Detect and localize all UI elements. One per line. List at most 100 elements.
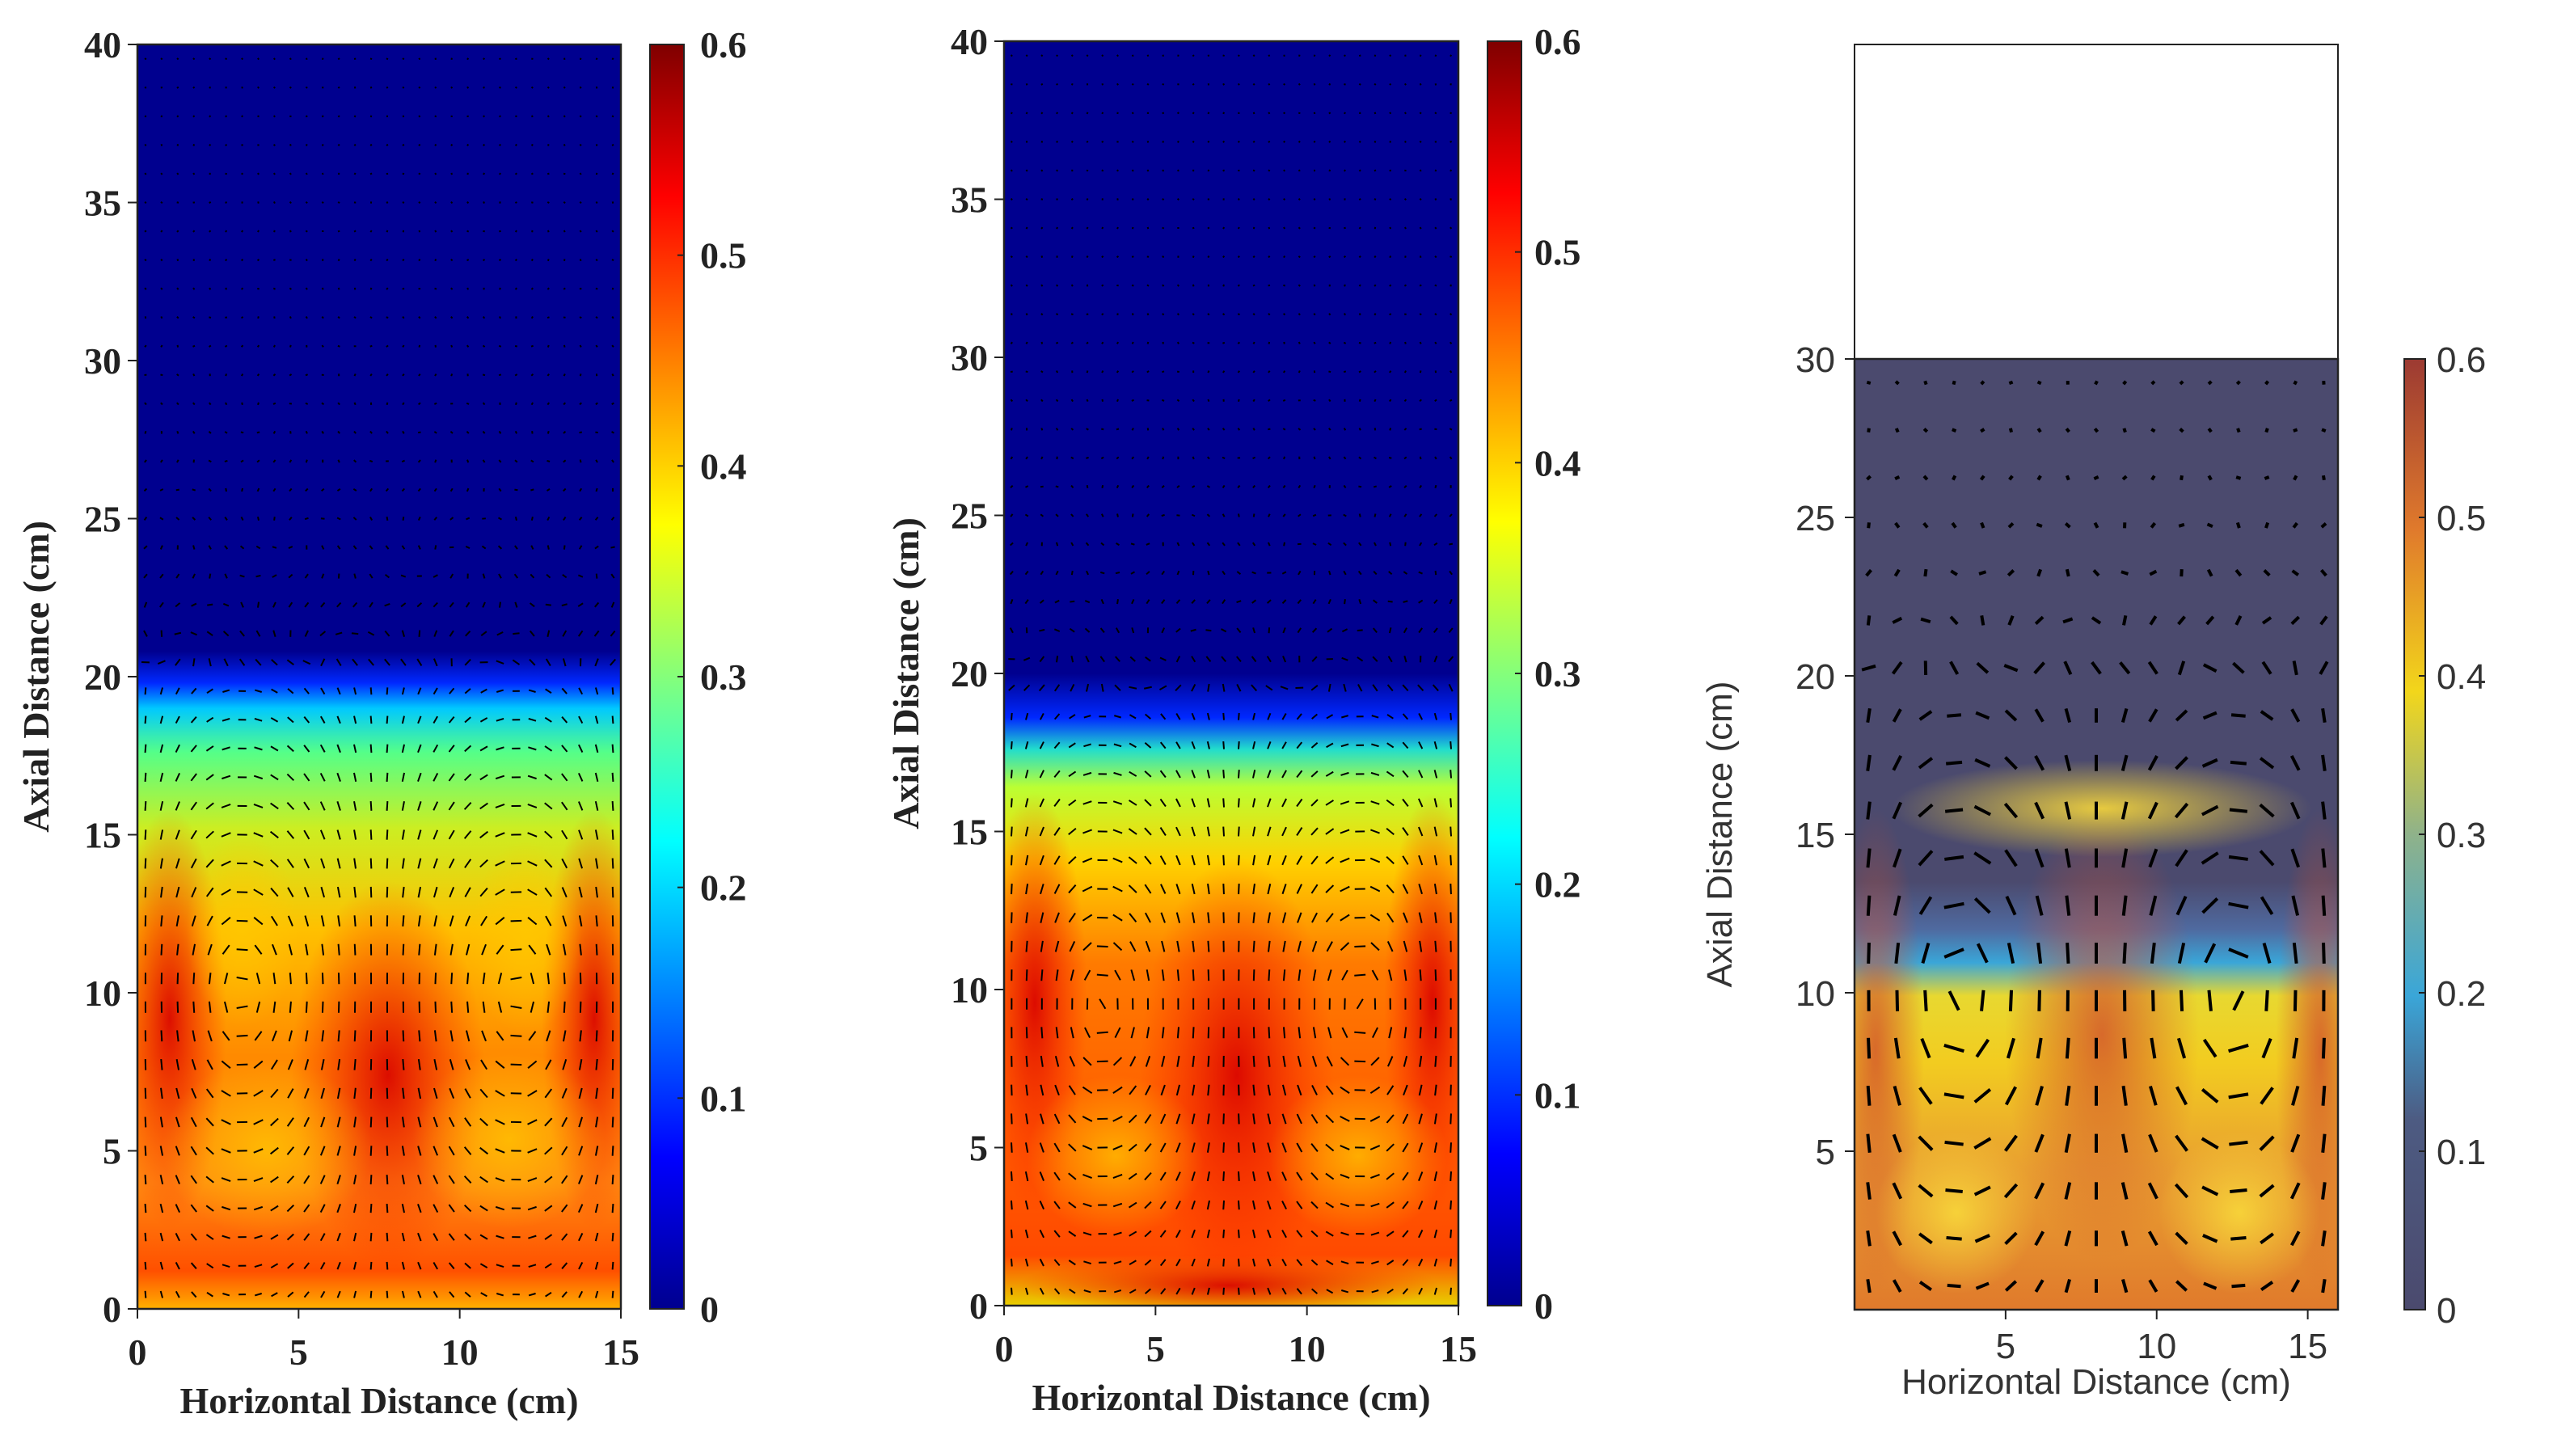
velocity-arrow [1208,170,1209,171]
y-tick-label: 20 [84,656,121,698]
velocity-arrow [1298,256,1300,258]
velocity-arrow [1011,399,1012,401]
velocity-arrow [306,87,307,88]
velocity-arrow [1254,112,1255,114]
y-tick-label: 15 [84,815,121,856]
velocity-arrow [596,915,597,926]
velocity-arrow [1087,370,1088,373]
velocity-arrow [354,145,355,146]
velocity-arrow [371,1117,372,1128]
velocity-arrow [1205,630,1211,631]
velocity-arrow [1329,170,1330,171]
velocity-arrow [355,1059,356,1070]
velocity-arrow [1011,855,1012,865]
velocity-arrow [386,230,387,232]
velocity-arrow [2323,1038,2324,1059]
velocity-arrow [1344,228,1345,229]
velocity-arrow [2323,1134,2324,1153]
velocity-arrow [580,432,582,433]
velocity-arrow [403,1030,404,1041]
velocity-arrow [387,1204,388,1213]
velocity-arrow [1097,1061,1108,1062]
velocity-arrow [1132,170,1133,171]
velocity-arrow [610,547,614,548]
velocity-arrow [177,374,179,376]
y-tick-label: 25 [84,499,121,540]
velocity-arrow [514,490,517,491]
velocity-arrow [613,201,614,203]
velocity-arrow [306,260,307,261]
velocity-arrow [1405,112,1406,114]
velocity-arrow [483,173,484,175]
velocity-arrow [145,431,146,433]
velocity-arrow [1420,112,1421,114]
velocity-arrow [1314,256,1315,257]
velocity-arrow [1344,371,1346,372]
velocity-arrow [370,374,372,376]
velocity-arrow [1420,429,1422,430]
velocity-arrow [1979,572,1986,574]
velocity-arrow [1192,199,1194,200]
colorbar-tick-label: 0.3 [2437,816,2486,855]
velocity-arrow [613,745,614,753]
velocity-arrow [1360,141,1361,142]
velocity-arrow [402,461,404,462]
velocity-arrow [1102,83,1103,85]
velocity-arrow [483,58,484,60]
velocity-arrow [387,745,388,753]
velocity-arrow [1193,141,1194,142]
velocity-arrow [387,716,388,724]
velocity-arrow [2066,428,2069,432]
velocity-arrow [2323,1182,2325,1199]
velocity-arrow [209,317,211,318]
velocity-arrow [1328,371,1331,372]
velocity-arrow [1072,571,1073,575]
velocity-arrow [1100,572,1104,573]
velocity-arrow [2230,1238,2246,1239]
velocity-arrow [580,373,581,376]
velocity-arrow [1026,256,1027,258]
velocity-arrow [1011,84,1012,85]
velocity-arrow [1253,141,1255,142]
velocity-arrow [1314,342,1315,344]
velocity-arrow [1344,256,1346,258]
velocity-arrow [2266,990,2267,1011]
velocity-arrow [242,145,243,146]
velocity-arrow [1162,400,1164,401]
velocity-arrow [2323,896,2325,916]
velocity-arrow [1450,1288,1451,1295]
velocity-arrow [1450,371,1451,373]
velocity-arrow [1284,227,1285,229]
velocity-arrow [1011,170,1012,171]
medium-fraction-region [1027,1075,1205,1237]
velocity-arrow [387,1262,388,1270]
velocity-arrow [177,259,178,260]
velocity-arrow [516,260,517,261]
velocity-arrow [564,545,565,549]
velocity-arrow [370,145,372,146]
velocity-arrow [580,58,581,60]
velocity-arrow [1435,55,1436,57]
velocity-arrow [467,202,468,204]
velocity-arrow [1238,342,1239,344]
velocity-arrow [145,288,146,289]
velocity-arrow [387,829,388,839]
velocity-arrow [1329,141,1330,143]
velocity-arrow [274,58,275,60]
velocity-arrow [403,517,404,521]
medium-fraction-region [1269,1075,1447,1237]
velocity-arrow [306,973,307,984]
velocity-arrow [2209,990,2211,1011]
velocity-arrow [1163,285,1164,286]
velocity-arrow [1359,170,1361,171]
velocity-arrow [546,605,551,606]
velocity-arrow [2323,475,2324,480]
velocity-arrow [547,317,549,318]
velocity-arrow [1450,770,1451,778]
velocity-arrow [1178,112,1179,113]
velocity-arrow [1072,227,1074,229]
x-tick-label: 5 [1146,1328,1165,1369]
velocity-arrow [1268,112,1269,114]
velocity-arrow [1284,170,1285,171]
velocity-arrow [258,58,259,60]
